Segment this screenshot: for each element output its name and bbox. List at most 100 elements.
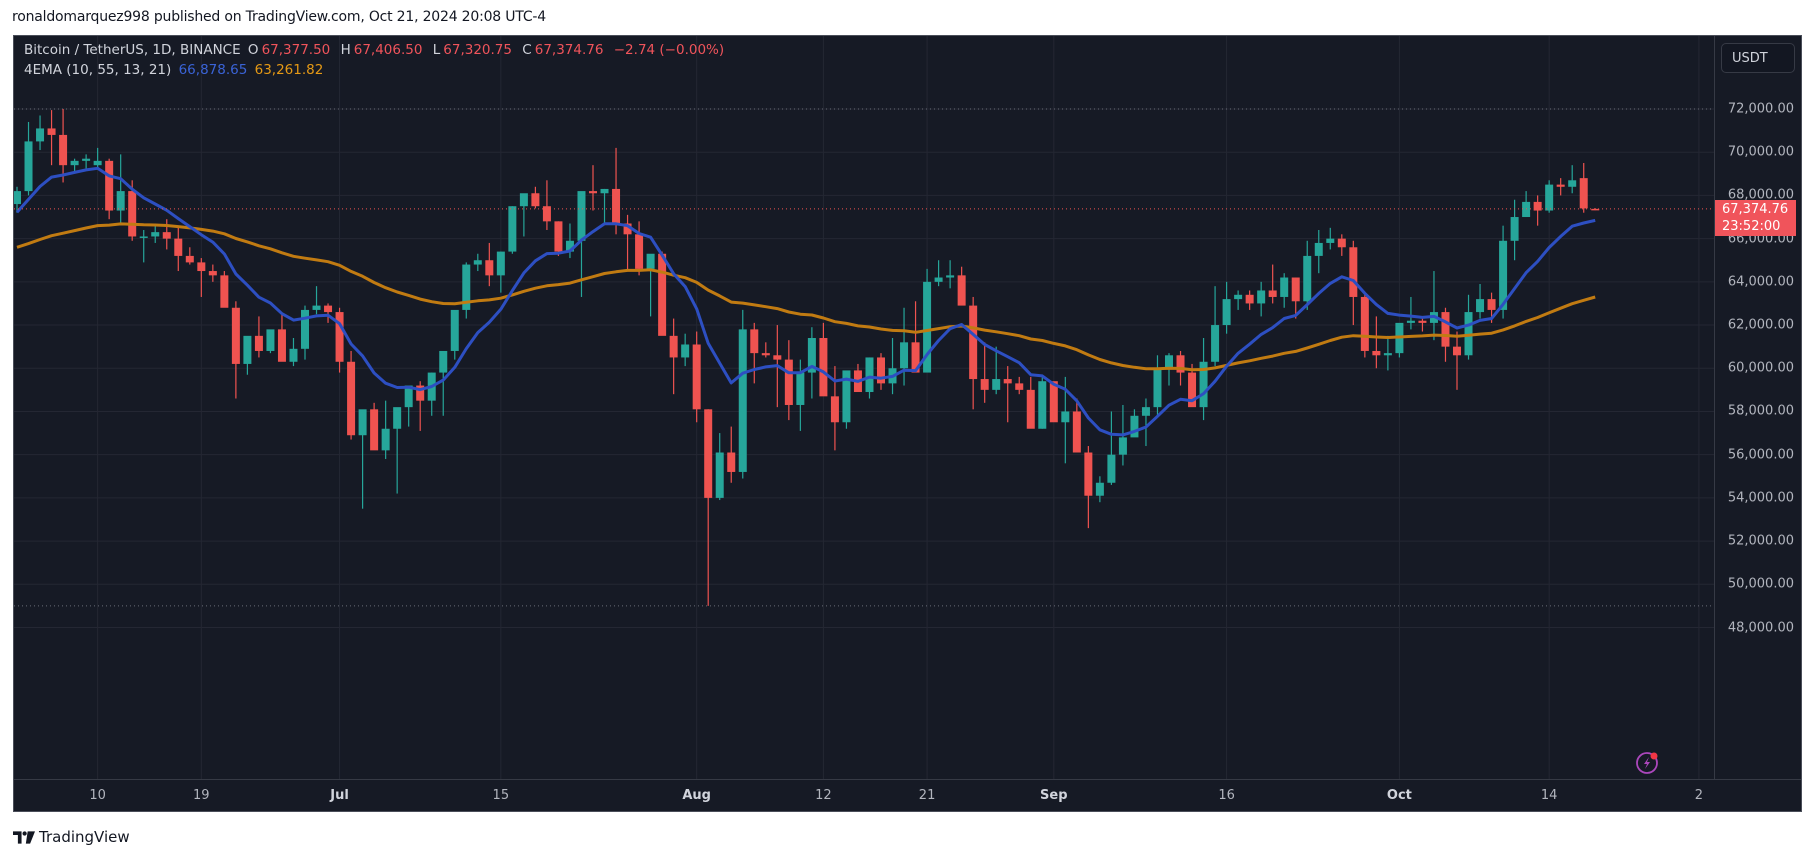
candle-body bbox=[750, 329, 759, 354]
candle-body bbox=[1199, 361, 1208, 408]
candle-body bbox=[1130, 415, 1139, 438]
price-tick: 56,000.00 bbox=[1727, 447, 1794, 463]
candle-body bbox=[784, 359, 793, 405]
candle-body bbox=[692, 344, 701, 410]
candle-body bbox=[531, 193, 540, 207]
candle-body bbox=[761, 353, 770, 356]
candle-body bbox=[681, 344, 690, 358]
candle-body bbox=[1084, 452, 1093, 496]
time-tick: 2 bbox=[1694, 788, 1704, 803]
candle-body bbox=[381, 428, 390, 451]
candle-body bbox=[13, 191, 21, 205]
symbol-legend-row: Bitcoin / TetherUS, 1D, BINANCE O 67,377.… bbox=[24, 40, 727, 60]
candle-body bbox=[600, 188, 609, 194]
high-value: H 67,406.50 bbox=[340, 42, 423, 58]
candle-body bbox=[1453, 346, 1461, 356]
candle-body bbox=[24, 141, 33, 192]
candle-body bbox=[1545, 184, 1554, 211]
candle-body bbox=[1418, 320, 1427, 323]
ema-slow-value: 63,261.82 bbox=[254, 62, 324, 78]
candle-body bbox=[1568, 180, 1577, 187]
time-tick: Oct bbox=[1386, 788, 1412, 803]
candle-body bbox=[1176, 355, 1185, 373]
candle-body bbox=[612, 188, 621, 224]
publisher-line: ronaldomarquez998 published on TradingVi… bbox=[12, 9, 546, 25]
symbol-name[interactable]: Bitcoin / TetherUS, 1D, BINANCE bbox=[24, 42, 241, 58]
candle-body bbox=[934, 277, 943, 282]
price-tick: 68,000.00 bbox=[1727, 187, 1794, 203]
time-axis[interactable]: 10 19 Jul 15 Aug 12 21 Sep 16 Oct 14 2 bbox=[14, 779, 1801, 812]
price-tick: 70,000.00 bbox=[1727, 144, 1794, 160]
chart-plot-area[interactable]: Bitcoin / TetherUS, 1D, BINANCE O 67,377.… bbox=[13, 36, 1714, 779]
price-tick: 64,000.00 bbox=[1727, 274, 1794, 290]
price-tick: 48,000.00 bbox=[1727, 620, 1794, 635]
candle-body bbox=[335, 312, 344, 362]
open-value: O 67,377.50 bbox=[247, 42, 331, 58]
candle-body bbox=[197, 262, 206, 272]
candle-body bbox=[1280, 277, 1289, 297]
time-tick: 15 bbox=[492, 788, 510, 803]
lightning-alert-icon[interactable] bbox=[1634, 748, 1662, 776]
candle-body bbox=[1326, 238, 1335, 243]
candle-body bbox=[1556, 184, 1565, 187]
candle-body bbox=[1464, 312, 1473, 356]
time-tick: 14 bbox=[1540, 788, 1558, 803]
candle-body bbox=[450, 309, 459, 351]
candle-body bbox=[105, 160, 114, 211]
candle-body bbox=[485, 260, 494, 276]
candle-body bbox=[59, 134, 68, 166]
tradingview-brand[interactable]: TradingView bbox=[13, 828, 130, 846]
candle-body bbox=[1303, 255, 1312, 302]
last-price-label: 67,374.76 23:52:00 bbox=[1715, 199, 1796, 236]
candle-body bbox=[1003, 379, 1012, 384]
time-tick: Sep bbox=[1040, 788, 1068, 803]
price-axis[interactable]: USDT 72,000.00 70,000.00 68,000.00 66,000.0… bbox=[1714, 36, 1802, 779]
candle-body bbox=[1360, 296, 1369, 351]
candle-body bbox=[877, 357, 885, 384]
tradingview-logo-icon bbox=[13, 830, 35, 844]
candle-body bbox=[1476, 299, 1485, 313]
candle-body bbox=[1015, 383, 1024, 390]
candle-body bbox=[911, 342, 920, 373]
candle-body bbox=[462, 264, 471, 310]
candle-body bbox=[358, 409, 367, 436]
candle-body bbox=[727, 452, 736, 472]
price-tick: 54,000.00 bbox=[1727, 490, 1794, 506]
candle-body bbox=[1141, 407, 1150, 416]
chart-legend: Bitcoin / TetherUS, 1D, BINANCE O 67,377.… bbox=[24, 40, 727, 80]
indicator-legend-row: 4EMA (10, 55, 13, 21) 66,878.65 63,261.8… bbox=[24, 60, 727, 80]
candle-body bbox=[1522, 201, 1531, 218]
candle-body bbox=[1314, 242, 1323, 256]
candle-body bbox=[519, 193, 528, 207]
candle-body bbox=[1153, 368, 1162, 408]
indicator-name[interactable]: 4EMA (10, 55, 13, 21) bbox=[24, 62, 172, 78]
candle-body bbox=[473, 260, 482, 265]
time-tick: 12 bbox=[815, 788, 832, 803]
candle-body bbox=[1234, 294, 1243, 300]
candle-body bbox=[347, 361, 356, 436]
candle-body bbox=[900, 342, 909, 369]
candle-body bbox=[1118, 437, 1127, 455]
ema-fast-line bbox=[15, 166, 1596, 437]
candle-body bbox=[174, 238, 183, 256]
tradingview-label: TradingView bbox=[39, 828, 130, 846]
candle-body bbox=[277, 329, 286, 362]
candle-body bbox=[1533, 201, 1542, 211]
candlestick-chart[interactable] bbox=[13, 36, 1714, 779]
candle-body bbox=[715, 452, 724, 498]
candle-body bbox=[393, 407, 402, 429]
candle-body bbox=[542, 206, 551, 222]
candle-body bbox=[1510, 217, 1519, 241]
currency-button[interactable]: USDT bbox=[1721, 43, 1795, 73]
candle-body bbox=[819, 338, 828, 397]
change-value: −2.74 (−0.00%) bbox=[613, 42, 725, 58]
candle-body bbox=[496, 251, 505, 276]
candle-body bbox=[1188, 372, 1197, 408]
candle-body bbox=[324, 305, 333, 313]
candle-body bbox=[1268, 290, 1277, 297]
price-tick: 58,000.00 bbox=[1727, 403, 1794, 419]
candle-body bbox=[1591, 208, 1600, 211]
time-tick: Jul bbox=[330, 788, 349, 803]
candle-body bbox=[1349, 247, 1358, 297]
candle-body bbox=[923, 281, 932, 373]
